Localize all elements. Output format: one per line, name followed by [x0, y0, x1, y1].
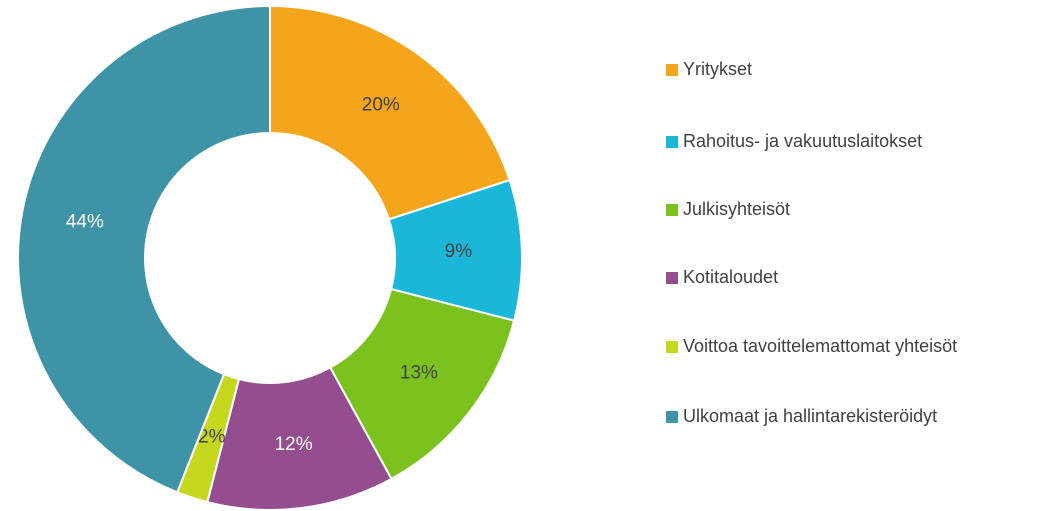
legend-item: Kotitaloudet — [666, 267, 1036, 288]
data-label: 20% — [362, 95, 400, 116]
slice — [269, 4, 511, 221]
legend-swatch — [666, 411, 678, 423]
legend-swatch — [666, 272, 678, 284]
data-label: 2% — [198, 426, 226, 447]
legend-label: Voittoa tavoittelemattomat yhteisöt — [683, 336, 958, 356]
chart: 20% 9% 13% 12% 2% 44% — [17, 4, 523, 511]
legend-label: Kotitaloudet — [683, 267, 779, 287]
legend-swatch — [666, 64, 678, 76]
legend-item: Julkisyhteisöt — [666, 199, 1036, 220]
legend-label: Yritykset — [683, 59, 753, 79]
legend-item: Yritykset — [666, 59, 1036, 80]
data-label: 12% — [275, 434, 313, 455]
legend-label: Julkisyhteisöt — [683, 199, 791, 219]
slice — [17, 4, 271, 494]
data-label: 13% — [400, 363, 438, 384]
data-label: 9% — [445, 241, 473, 262]
legend-label: Rahoitus- ja vakuutuslaitokset — [683, 131, 923, 151]
data-label: 44% — [66, 212, 104, 233]
legend-item: Voittoa tavoittelemattomat yhteisöt — [666, 336, 1036, 357]
legend-item: Rahoitus- ja vakuutuslaitokset — [666, 131, 1036, 152]
legend-swatch — [666, 204, 678, 216]
legend-item: Ulkomaat ja hallintarekisteröidyt — [666, 406, 1036, 427]
legend-swatch — [666, 341, 678, 353]
slice — [328, 287, 516, 481]
legend-label: Ulkomaat ja hallintarekisteröidyt — [683, 406, 938, 426]
legend-swatch — [666, 136, 678, 148]
